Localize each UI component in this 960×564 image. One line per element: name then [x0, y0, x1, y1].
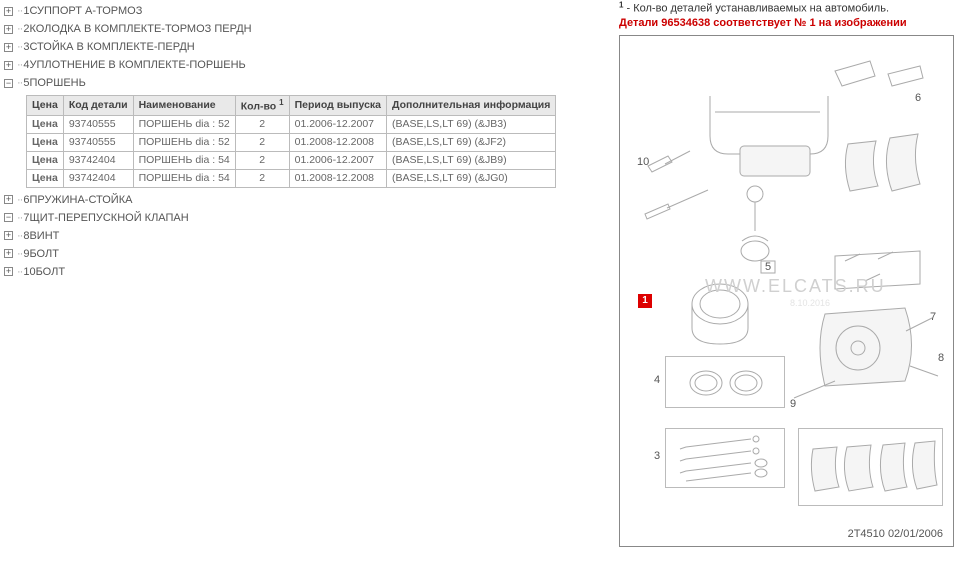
- cell-info: (BASE,LS,LT 69) (&JB9): [387, 151, 556, 169]
- th-qty: Кол-во 1: [235, 96, 289, 116]
- tree-item-label: ЩИТ-ПЕРЕПУСКНОЙ КЛАПАН: [29, 212, 188, 224]
- expand-icon[interactable]: +: [4, 195, 13, 204]
- diagram-footer: 2T4510 02/01/2006: [848, 528, 943, 540]
- tree-item[interactable]: +··1 СУППОРТ А-ТОРМОЗ: [4, 2, 611, 20]
- tree-item-label: ПОРШЕНЬ: [29, 77, 85, 89]
- price-link[interactable]: Цена: [27, 169, 64, 187]
- cell-qty: 2: [235, 169, 289, 187]
- cell-name: ПОРШЕНЬ dia : 52: [133, 115, 235, 133]
- expand-icon[interactable]: +: [4, 43, 13, 52]
- cell-name: ПОРШЕНЬ dia : 54: [133, 151, 235, 169]
- table-header-row: Цена Код детали Наименование Кол-во 1 Пе…: [27, 96, 556, 116]
- th-period: Период выпуска: [289, 96, 386, 116]
- callout-8: 8: [938, 352, 944, 364]
- watermark-date: 8.10.2016: [790, 298, 830, 308]
- callout-7: 7: [930, 311, 936, 323]
- callout-6: 6: [915, 92, 921, 104]
- cell-period: 01.2006-12.2007: [289, 151, 386, 169]
- th-info: Дополнительная информация: [387, 96, 556, 116]
- cell-qty: 2: [235, 133, 289, 151]
- parts-table: Цена Код детали Наименование Кол-во 1 Пе…: [26, 95, 556, 188]
- tree-item[interactable]: +··6 ПРУЖИНА-СТОЙКА: [4, 191, 611, 209]
- group-box-3: [665, 428, 785, 488]
- cell-code: 93740555: [63, 115, 133, 133]
- callout-10: 10: [637, 156, 649, 168]
- group-box-2: [798, 428, 943, 506]
- table-row: Цена93742404ПОРШЕНЬ dia : 54201.2006-12.…: [27, 151, 556, 169]
- tree-item-label: ПРУЖИНА-СТОЙКА: [29, 194, 132, 206]
- th-code: Код детали: [63, 96, 133, 116]
- callout-1-red: 1: [638, 294, 652, 308]
- tree-item[interactable]: +··8 ВИНТ: [4, 227, 611, 245]
- tree-item-label: БОЛТ: [36, 266, 65, 278]
- expand-icon[interactable]: +: [4, 7, 13, 16]
- cell-code: 93742404: [63, 169, 133, 187]
- callout-3: 3: [654, 450, 660, 462]
- cell-code: 93742404: [63, 151, 133, 169]
- price-link[interactable]: Цена: [27, 115, 64, 133]
- price-link[interactable]: Цена: [27, 151, 64, 169]
- cell-qty: 2: [235, 151, 289, 169]
- expand-icon[interactable]: −: [4, 79, 13, 88]
- tree-item[interactable]: +··4 УПЛОТНЕНИЕ В КОМПЛЕКТЕ-ПОРШЕНЬ: [4, 56, 611, 74]
- expand-icon[interactable]: −: [4, 213, 13, 222]
- cell-name: ПОРШЕНЬ dia : 52: [133, 133, 235, 151]
- tree-item-label: УПЛОТНЕНИЕ В КОМПЛЕКТЕ-ПОРШЕНЬ: [29, 59, 245, 71]
- expand-icon[interactable]: +: [4, 61, 13, 70]
- table-row: Цена93740555ПОРШЕНЬ dia : 52201.2006-12.…: [27, 115, 556, 133]
- table-row: Цена93742404ПОРШЕНЬ dia : 54201.2008-12.…: [27, 169, 556, 187]
- expand-icon[interactable]: +: [4, 267, 13, 276]
- cell-period: 01.2008-12.2008: [289, 169, 386, 187]
- table-row: Цена93740555ПОРШЕНЬ dia : 52201.2008-12.…: [27, 133, 556, 151]
- tree-item-num: 10: [23, 266, 35, 278]
- tree-item[interactable]: −··5 ПОРШЕНЬ: [4, 74, 611, 92]
- tree-item[interactable]: +··10 БОЛТ: [4, 263, 611, 281]
- expand-icon[interactable]: +: [4, 249, 13, 258]
- price-link[interactable]: Цена: [27, 133, 64, 151]
- cell-period: 01.2008-12.2008: [289, 133, 386, 151]
- footnote-2: Детали 96534638 соответствует № 1 на изо…: [619, 17, 956, 29]
- callout-9: 9: [790, 398, 796, 410]
- th-name: Наименование: [133, 96, 235, 116]
- tree-item-label: СТОЙКА В КОМПЛЕКТЕ-ПЕРДН: [29, 41, 194, 53]
- tree-item[interactable]: +··2 КОЛОДКА В КОМПЛЕКТЕ-ТОРМОЗ ПЕРДН: [4, 20, 611, 38]
- cell-info: (BASE,LS,LT 69) (&JG0): [387, 169, 556, 187]
- tree-item[interactable]: +··3 СТОЙКА В КОМПЛЕКТЕ-ПЕРДН: [4, 38, 611, 56]
- tree-item-label: ВИНТ: [29, 230, 59, 242]
- tree-item[interactable]: −··7 ЩИТ-ПЕРЕПУСКНОЙ КЛАПАН: [4, 209, 611, 227]
- cell-code: 93740555: [63, 133, 133, 151]
- tree-item-label: СУППОРТ А-ТОРМОЗ: [29, 5, 142, 17]
- th-price: Цена: [27, 96, 64, 116]
- cell-period: 01.2006-12.2007: [289, 115, 386, 133]
- callout-4: 4: [654, 374, 660, 386]
- tree-item-label: КОЛОДКА В КОМПЛЕКТЕ-ТОРМОЗ ПЕРДН: [29, 23, 251, 35]
- cell-info: (BASE,LS,LT 69) (&JF2): [387, 133, 556, 151]
- tree-item-label: БОЛТ: [29, 248, 58, 260]
- cell-name: ПОРШЕНЬ dia : 54: [133, 169, 235, 187]
- watermark: WWW.ELCATS.RU: [705, 276, 886, 297]
- tree-item[interactable]: +··9 БОЛТ: [4, 245, 611, 263]
- cell-info: (BASE,LS,LT 69) (&JB3): [387, 115, 556, 133]
- footnote-1: 1 - Кол-во деталей устанавливаемых на ав…: [619, 0, 956, 15]
- cell-qty: 2: [235, 115, 289, 133]
- group-box-4: [665, 356, 785, 408]
- diagram-frame: WWW.ELCATS.RU 8.10.2016 1 5 10 6 7 8 9 4…: [619, 35, 954, 547]
- parts-tree-panel: +··1 СУППОРТ А-ТОРМОЗ+··2 КОЛОДКА В КОМП…: [0, 0, 615, 564]
- expand-icon[interactable]: +: [4, 25, 13, 34]
- expand-icon[interactable]: +: [4, 231, 13, 240]
